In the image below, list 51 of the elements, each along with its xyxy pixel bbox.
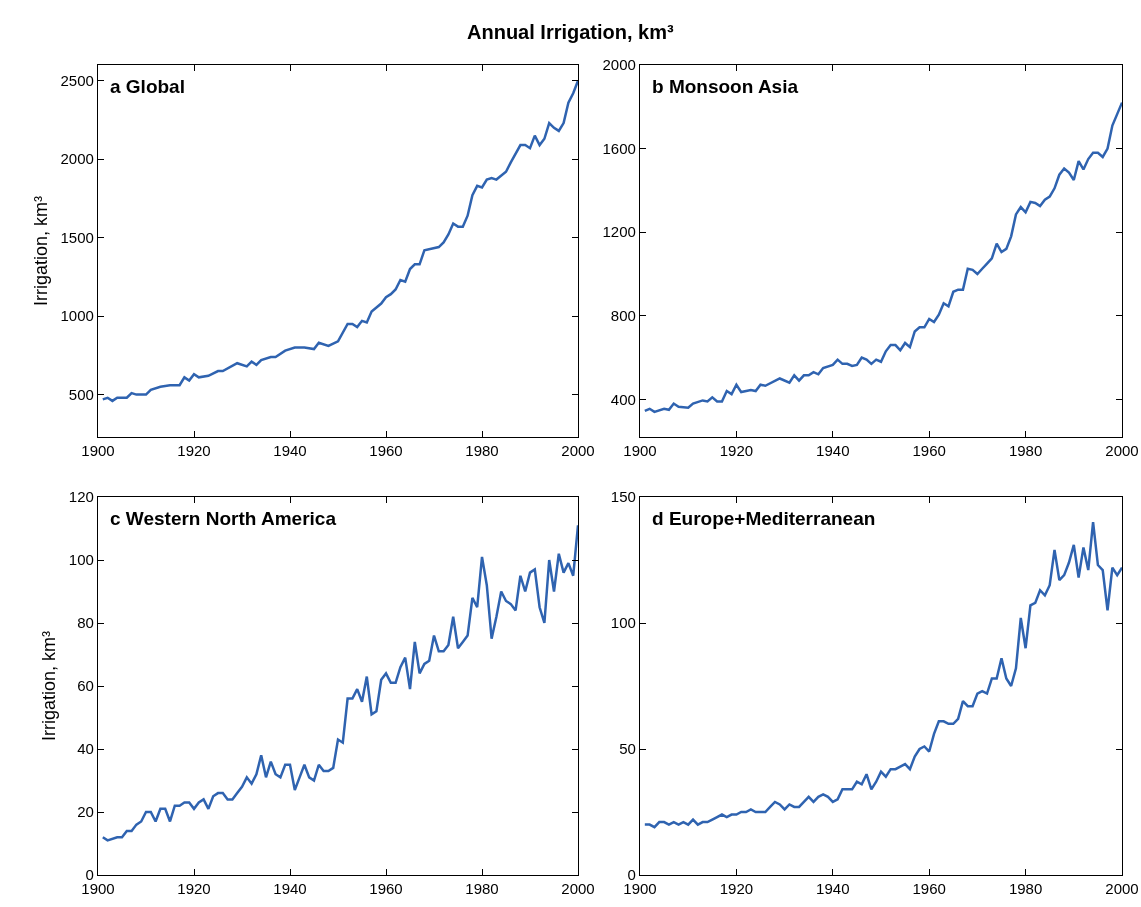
y-tick-label: 1000 [60, 307, 94, 325]
x-tick-label: 2000 [561, 442, 595, 460]
x-tick-label: 2000 [561, 880, 595, 898]
y-tick-label: 800 [610, 307, 636, 325]
text: Annual Irrigation, km³ [467, 21, 675, 43]
x-tick-label: 2000 [1105, 880, 1139, 898]
line-series [101, 79, 578, 403]
y-tick-label: 2000 [60, 150, 94, 168]
x-tick-label: 1980 [1008, 880, 1043, 898]
y-tick-label: 150 [610, 488, 636, 506]
y-tick-label: 100 [610, 614, 636, 632]
x-tick-label: 1960 [369, 880, 403, 898]
y-tick-label: 1500 [60, 228, 94, 246]
text: c Western North America [110, 508, 337, 529]
x-tick-label: 1920 [177, 880, 211, 898]
y-tick-label: 80 [77, 614, 94, 632]
y-tick-label: 2000 [602, 56, 636, 74]
y-tick-label: 120 [68, 488, 94, 506]
y-tick-label: 400 [610, 390, 636, 408]
line-series [101, 524, 578, 842]
x-tick-label: 1940 [273, 442, 307, 460]
y-tick-label: 2500 [60, 71, 94, 89]
x-tick-label: 2000 [1105, 442, 1139, 460]
text: b Monsoon Asia [652, 76, 799, 97]
x-tick-label: 1980 [1008, 442, 1043, 460]
y-axis-title: Irrigation, km³ [39, 630, 60, 742]
x-tick-label: 1940 [273, 880, 307, 898]
y-tick-label: 40 [77, 740, 94, 758]
line-series [643, 101, 1122, 414]
y-tick-label: 1600 [602, 139, 636, 157]
x-tick-label: 1960 [369, 442, 403, 460]
x-tick-label: 1920 [177, 442, 211, 460]
x-tick-label: 1940 [816, 880, 850, 898]
x-tick-label: 1900 [623, 442, 657, 460]
text: a Global [110, 76, 185, 97]
x-tick-label: 1960 [912, 442, 946, 460]
x-tick-label: 1980 [465, 880, 499, 898]
x-tick-label: 1980 [465, 442, 499, 460]
y-tick-label: 50 [619, 740, 636, 758]
x-tick-label: 1940 [816, 442, 850, 460]
x-tick-label: 1920 [719, 880, 754, 898]
y-axis-title: Irrigation, km³ [30, 195, 51, 307]
x-tick-label: 1900 [81, 442, 115, 460]
y-tick-label: 100 [68, 551, 94, 569]
y-tick-label: 500 [68, 385, 94, 403]
y-tick-label: 20 [77, 803, 94, 821]
y-tick-label: 60 [77, 677, 94, 695]
x-tick-label: 1960 [912, 880, 946, 898]
x-tick-label: 1920 [719, 442, 754, 460]
y-tick-label: 1200 [602, 223, 636, 241]
text: d Europe+Mediterranean [652, 508, 876, 529]
